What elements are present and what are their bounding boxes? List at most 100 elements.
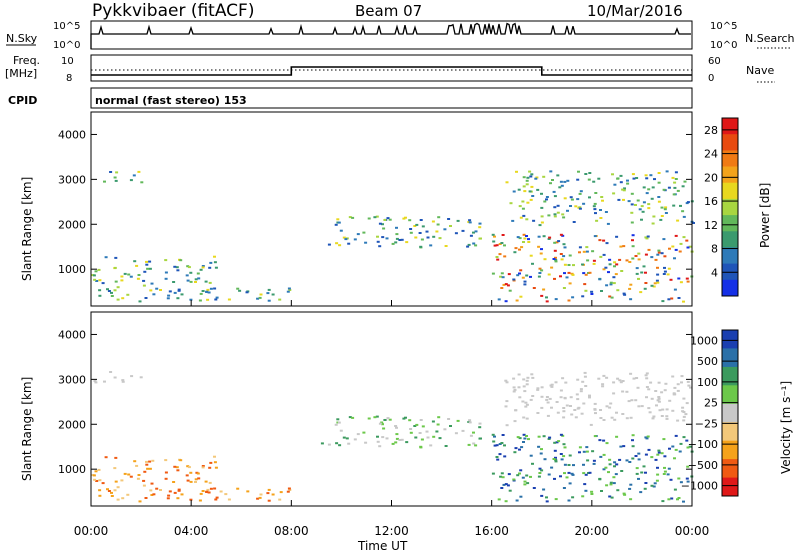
data-cell — [622, 492, 626, 495]
data-cell — [173, 265, 177, 268]
data-cell — [629, 416, 633, 419]
data-cell — [209, 487, 213, 490]
data-cell — [572, 464, 575, 467]
data-cell — [201, 466, 205, 469]
data-cell — [267, 299, 271, 302]
data-cell — [478, 437, 482, 440]
data-cell — [550, 466, 554, 469]
data-cell — [107, 490, 111, 492]
data-cell — [593, 235, 597, 238]
data-cell — [669, 278, 673, 281]
data-cell — [613, 461, 617, 464]
nave-tick-low: 0 — [708, 73, 714, 84]
data-cell — [609, 483, 613, 486]
data-cell — [623, 187, 626, 190]
data-cell — [575, 393, 579, 396]
data-cell — [472, 242, 476, 245]
data-cell — [638, 208, 642, 211]
data-cell — [201, 490, 205, 492]
data-cell — [589, 423, 593, 426]
data-cell — [663, 208, 667, 211]
data-cell — [523, 483, 527, 486]
data-cell — [597, 177, 601, 180]
data-cell — [385, 237, 389, 240]
data-cell — [335, 242, 339, 245]
data-cell — [667, 298, 671, 301]
data-cell — [514, 409, 518, 412]
data-cell — [584, 385, 588, 387]
data-cell — [402, 217, 406, 220]
freq-strip — [90, 54, 693, 82]
data-cell — [686, 446, 690, 449]
data-cell — [382, 427, 386, 430]
data-cell — [604, 466, 608, 469]
data-cell — [592, 180, 596, 183]
data-cell — [625, 417, 629, 420]
data-cell — [628, 461, 632, 463]
data-cell — [512, 377, 516, 380]
data-cell — [657, 196, 661, 198]
data-cell — [610, 416, 614, 419]
data-cell — [677, 297, 681, 299]
data-cell — [605, 242, 609, 245]
data-cell — [101, 282, 105, 285]
data-cell — [623, 493, 627, 496]
data-cell — [613, 465, 616, 468]
data-cell — [109, 371, 113, 373]
data-cell — [336, 218, 340, 221]
data-cell — [469, 234, 473, 237]
data-cell — [491, 472, 495, 475]
data-cell — [376, 235, 379, 238]
velocity-colorbar-tick-label: −100 — [688, 438, 718, 451]
data-cell — [524, 401, 528, 404]
data-cell — [594, 212, 597, 215]
data-cell — [474, 444, 478, 447]
data-cell — [367, 217, 371, 220]
data-cell — [378, 422, 382, 425]
y-tick-label: 3000 — [58, 173, 86, 186]
data-cell — [674, 434, 678, 437]
data-cell — [201, 266, 205, 269]
data-cell — [466, 245, 470, 248]
data-cell — [585, 246, 589, 249]
data-cell — [605, 284, 609, 287]
data-cell — [278, 498, 282, 501]
data-cell — [93, 478, 97, 481]
data-cell — [685, 439, 689, 442]
data-cell — [663, 455, 667, 458]
data-cell — [538, 472, 542, 474]
data-cell — [395, 237, 399, 240]
data-cell — [681, 406, 685, 409]
data-cell — [571, 496, 575, 499]
data-cell — [501, 434, 505, 436]
data-cell — [554, 498, 558, 501]
data-cell — [612, 482, 616, 485]
data-cell — [579, 190, 583, 193]
data-cell — [103, 380, 106, 383]
data-cell — [522, 185, 526, 188]
data-cell — [498, 453, 502, 456]
data-cell — [574, 205, 578, 208]
data-cell — [538, 467, 542, 470]
data-cell — [561, 377, 565, 380]
data-cell — [619, 445, 623, 448]
data-cell — [148, 267, 152, 270]
data-cell — [496, 258, 500, 261]
data-cell — [98, 494, 102, 497]
data-cell — [548, 397, 552, 400]
data-cell — [467, 443, 471, 446]
data-cell — [601, 383, 605, 386]
data-cell — [676, 219, 680, 222]
data-cell — [95, 480, 99, 482]
data-cell — [613, 261, 617, 264]
data-cell — [611, 173, 614, 176]
data-cell — [449, 425, 452, 427]
data-cell — [151, 459, 155, 462]
data-cell — [566, 179, 570, 182]
data-cell — [602, 268, 606, 271]
data-cell — [522, 241, 525, 243]
data-cell — [559, 275, 562, 278]
data-cell — [342, 436, 346, 439]
data-cell — [563, 472, 566, 475]
